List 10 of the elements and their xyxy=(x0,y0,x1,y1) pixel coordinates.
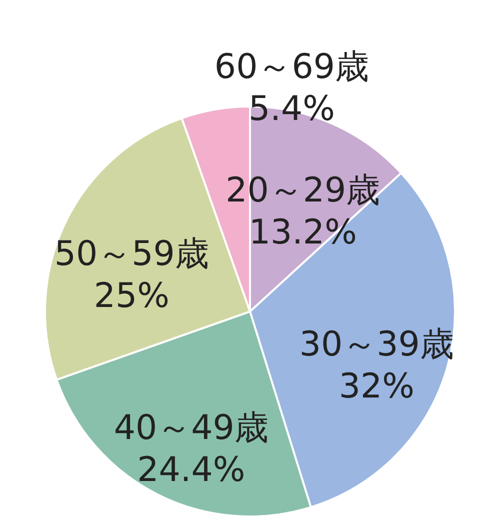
data-label: 13.2% xyxy=(248,212,357,252)
slice-label: 20～29歳 xyxy=(226,170,380,210)
slice-label: 60～69歳 xyxy=(214,47,369,88)
slice-label: 30～39歳 xyxy=(299,324,454,365)
data-label: 5.4% xyxy=(248,89,335,130)
data-label: 24.4% xyxy=(137,450,246,490)
data-label: 25% xyxy=(94,276,170,316)
slice-label: 50～59歳 xyxy=(54,234,209,274)
slice-label: 40～49歳 xyxy=(114,408,268,448)
data-label: 32% xyxy=(338,366,414,407)
